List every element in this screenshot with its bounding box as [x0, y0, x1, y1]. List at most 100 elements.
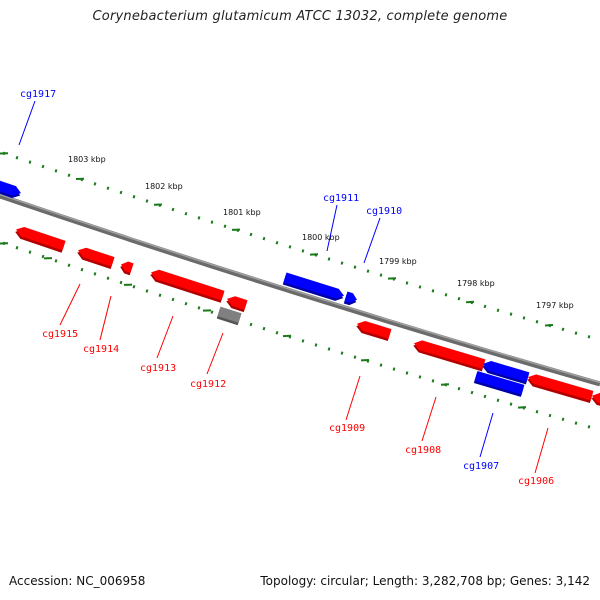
gene-cg1909-body	[356, 321, 392, 339]
ruler-upper-major-tick	[544, 324, 554, 327]
gene-cg1914-body	[78, 247, 115, 267]
ruler-lower-minor-tick	[41, 254, 45, 259]
gene-label-cg1912[interactable]: cg1912	[190, 379, 226, 390]
ruler-lower-minor-tick	[184, 301, 188, 306]
gene-cg1914b[interactable]	[119, 260, 134, 276]
gene-cg1913[interactable]	[149, 268, 225, 303]
ruler-upper-major-tick	[75, 177, 85, 181]
ruler-upper-major-tick	[309, 253, 319, 256]
ruler-label: 1803 kbp	[68, 155, 106, 164]
ruler-lower-minor-tick	[314, 343, 318, 347]
ruler-upper-minor-tick	[93, 182, 97, 186]
leader-line-cg1911	[326, 204, 338, 252]
ruler-lower-minor-tick	[353, 355, 357, 359]
ruler-lower-minor-tick	[327, 347, 331, 351]
ruler-upper-minor-tick	[353, 265, 357, 269]
ruler-label: 1799 kbp	[379, 257, 417, 266]
ruler-lower-minor-tick	[106, 276, 110, 280]
leader-line-cg1907	[479, 412, 494, 458]
gene-cg1911b[interactable]	[343, 291, 359, 307]
gene-label-cg1911[interactable]: cg1911	[323, 193, 359, 204]
ruler-upper-minor-tick	[496, 308, 500, 313]
gene-cg1911b-body	[344, 291, 357, 303]
gene-cg1909[interactable]	[355, 319, 392, 342]
ruler-lower-major-tick	[360, 358, 370, 362]
ruler-upper-minor-tick	[262, 236, 266, 241]
ruler-lower-minor-tick	[67, 263, 71, 267]
ruler-upper-minor-tick	[561, 327, 565, 332]
ruler-lower-minor-tick	[158, 293, 162, 297]
ruler-upper-major-tick	[387, 277, 397, 280]
ruler-lower-minor-tick	[145, 289, 149, 293]
gene-cg1906[interactable]	[526, 372, 594, 403]
gene-label-cg1913[interactable]: cg1913	[140, 363, 176, 374]
ruler-upper-minor-tick	[275, 241, 279, 245]
ruler-lower-ticks	[0, 241, 591, 429]
leader-line-cg1906	[534, 427, 549, 474]
gene-label-cg1908[interactable]: cg1908	[405, 445, 441, 456]
ruler-upper-minor-tick	[106, 186, 110, 190]
ruler-lower-major-tick	[282, 334, 292, 338]
ruler-upper-minor-tick	[67, 173, 71, 177]
accession-text: Accession: NC_006958	[9, 574, 146, 588]
gene-label-cg1914[interactable]: cg1914	[83, 344, 119, 355]
ruler-upper-minor-tick	[535, 320, 539, 324]
ruler-upper-minor-tick	[210, 220, 214, 224]
ruler-upper-minor-tick	[509, 312, 513, 316]
gene-cg1905[interactable]	[590, 391, 600, 409]
gene-cg1915-body	[16, 226, 66, 251]
gene-cg1917[interactable]	[0, 177, 23, 200]
gene-cg1912a[interactable]	[225, 294, 248, 313]
ruler-lower-minor-tick	[54, 259, 58, 263]
ruler-lower-minor-tick	[379, 363, 383, 367]
ruler-label: 1797 kbp	[536, 301, 574, 310]
ruler-lower-minor-tick	[548, 413, 552, 418]
gene-cg1907b[interactable]	[481, 359, 530, 385]
gene-cg1906-body	[528, 374, 594, 401]
ruler-upper-minor-tick	[366, 269, 370, 273]
leader-line-cg1910	[363, 217, 381, 264]
ruler-lower-major-tick	[202, 309, 212, 312]
map-title: Corynebacterium glutamicum ATCC 13032, c…	[92, 9, 508, 24]
ruler-upper-minor-tick	[483, 304, 487, 309]
ruler-lower-minor-tick	[418, 375, 422, 379]
ruler-label: 1800 kbp	[302, 233, 340, 242]
ruler-lower-major-tick	[440, 383, 450, 386]
ruler-upper-minor-tick	[132, 195, 136, 199]
leader-line-cg1913	[156, 315, 174, 359]
gene-label-cg1917[interactable]: cg1917	[20, 89, 56, 100]
ruler-upper-minor-tick	[15, 156, 19, 160]
gene-label-cg1906[interactable]: cg1906	[518, 476, 554, 487]
ruler-lower-minor-tick	[93, 272, 97, 276]
gene-cg1913-body	[150, 269, 225, 301]
gene-cg1908[interactable]	[412, 338, 486, 372]
ruler-upper-major-tick	[153, 203, 163, 206]
ruler-lower-minor-tick	[561, 417, 565, 422]
ruler-upper-minor-tick	[184, 211, 188, 216]
ruler-lower-minor-tick	[483, 394, 487, 399]
ruler-lower-minor-tick	[197, 306, 201, 310]
ruler-upper-major-tick	[231, 228, 241, 231]
ruler-upper-minor-tick	[340, 261, 344, 265]
leader-line-cg1909	[345, 375, 361, 421]
gene-label-cg1915[interactable]: cg1915	[42, 329, 78, 340]
ruler-lower-minor-tick	[431, 379, 435, 383]
ruler-lower-minor-tick	[301, 339, 305, 343]
gene-cg1914[interactable]	[76, 246, 115, 269]
ruler-upper-minor-tick	[457, 296, 461, 301]
gene-label-cg1910[interactable]: cg1910	[366, 206, 402, 217]
gene-cg1912[interactable]	[216, 306, 242, 326]
ruler-label: 1802 kbp	[145, 182, 183, 191]
gene-cg1915[interactable]	[14, 225, 66, 253]
gene-label-cg1909[interactable]: cg1909	[329, 423, 365, 434]
ruler-upper-major-tick	[465, 300, 475, 304]
gene-cg1907[interactable]	[473, 370, 525, 397]
gene-label-cg1907[interactable]: cg1907	[463, 461, 499, 472]
gene-cg1911[interactable]	[282, 272, 346, 303]
leader-line-cg1914	[99, 295, 112, 341]
ruler-lower-minor-tick	[28, 250, 32, 254]
gene-cg1908-body	[414, 340, 486, 369]
ruler-upper-minor-tick	[171, 207, 175, 212]
leader-line-cg1912	[206, 332, 224, 375]
